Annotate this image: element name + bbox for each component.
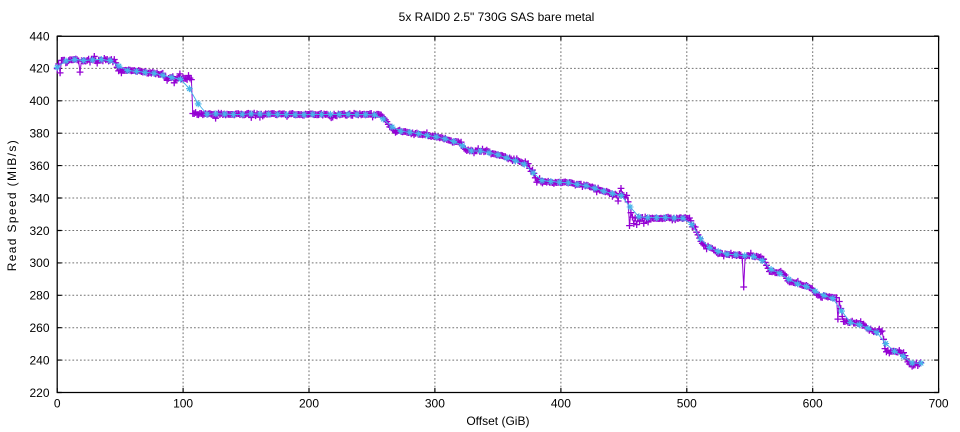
svg-text:300: 300 xyxy=(425,397,445,411)
svg-text:400: 400 xyxy=(551,397,571,411)
svg-text:280: 280 xyxy=(29,289,49,303)
svg-text:600: 600 xyxy=(803,397,823,411)
svg-text:420: 420 xyxy=(29,62,49,76)
svg-text:200: 200 xyxy=(299,397,319,411)
svg-text:340: 340 xyxy=(29,191,49,205)
svg-text:260: 260 xyxy=(29,321,49,335)
svg-text:Read Speed (MiB/s): Read Speed (MiB/s) xyxy=(5,140,19,271)
svg-text:400: 400 xyxy=(29,94,49,108)
svg-text:700: 700 xyxy=(929,397,949,411)
svg-text:300: 300 xyxy=(29,256,49,270)
svg-text:0: 0 xyxy=(54,397,61,411)
svg-text:100: 100 xyxy=(173,397,193,411)
svg-text:240: 240 xyxy=(29,353,49,367)
svg-text:320: 320 xyxy=(29,224,49,238)
svg-text:220: 220 xyxy=(29,386,49,400)
svg-text:440: 440 xyxy=(29,29,49,43)
svg-text:500: 500 xyxy=(677,397,697,411)
svg-text:Offset (GiB): Offset (GiB) xyxy=(466,414,529,428)
svg-text:380: 380 xyxy=(29,127,49,141)
svg-text:5x RAID0 2.5" 730G SAS bare me: 5x RAID0 2.5" 730G SAS bare metal xyxy=(399,10,595,24)
svg-text:360: 360 xyxy=(29,159,49,173)
